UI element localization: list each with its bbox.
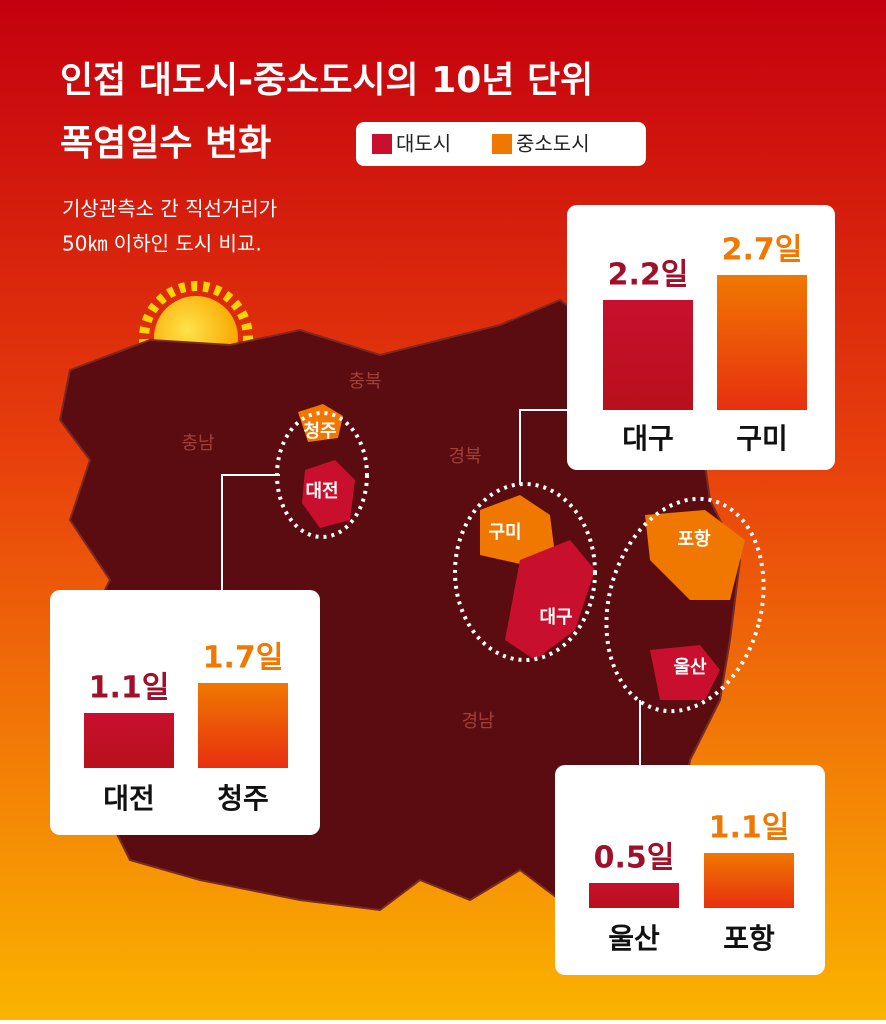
bar bbox=[589, 883, 679, 908]
value-label: 1.1일 bbox=[709, 811, 790, 846]
map-label: 포항 bbox=[677, 529, 711, 550]
value-label: 2.7일 bbox=[722, 233, 803, 268]
title: 폭염일수 변화 bbox=[60, 123, 271, 164]
category-label: 포항 bbox=[723, 922, 775, 955]
map-label: 청주 bbox=[303, 421, 336, 442]
map-label: 충남 bbox=[181, 433, 214, 454]
map-label: 경남 bbox=[461, 711, 494, 732]
map-label: 충북 bbox=[348, 371, 381, 392]
category-label: 대구 bbox=[622, 422, 674, 455]
map-label: 경북 bbox=[448, 446, 481, 467]
subtitle: 50㎞ 이하인 도시 비교. bbox=[62, 232, 262, 256]
title: 인접 대도시-중소도시의 10년 단위 bbox=[60, 60, 593, 101]
category-label: 청주 bbox=[217, 782, 269, 815]
value-label: 1.1일 bbox=[89, 671, 170, 706]
bar bbox=[704, 853, 794, 908]
legend-swatch bbox=[372, 134, 392, 154]
chart-panel bbox=[50, 590, 320, 835]
category-label: 울산 bbox=[608, 922, 660, 955]
legend-label: 중소도시 bbox=[516, 132, 590, 156]
category-label: 구미 bbox=[736, 422, 788, 455]
legend-label: 대도시 bbox=[396, 132, 451, 156]
map-label: 대구 bbox=[539, 607, 572, 628]
bar bbox=[717, 275, 807, 410]
bar bbox=[198, 683, 288, 768]
value-label: 1.7일 bbox=[203, 641, 284, 676]
map-label: 울산 bbox=[673, 657, 707, 678]
value-label: 2.2일 bbox=[608, 258, 689, 293]
bar bbox=[603, 300, 693, 410]
chart-panel bbox=[555, 765, 825, 975]
subtitle: 기상관측소 간 직선거리가 bbox=[62, 197, 277, 221]
value-label: 0.5일 bbox=[594, 841, 675, 876]
legend-swatch bbox=[492, 134, 512, 154]
map-label: 대전 bbox=[305, 481, 338, 502]
bar bbox=[84, 713, 174, 768]
category-label: 대전 bbox=[103, 782, 155, 815]
map-label: 구미 bbox=[488, 522, 521, 543]
map-regions bbox=[298, 404, 745, 700]
connectors bbox=[221, 409, 641, 768]
